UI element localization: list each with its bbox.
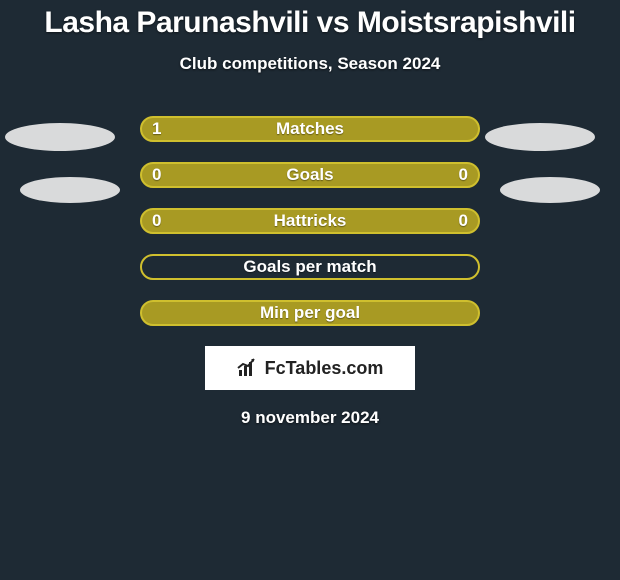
- stat-value-left: 0: [152, 211, 161, 231]
- stat-label: Min per goal: [142, 303, 478, 323]
- content-root: Lasha Parunashvili vs Moistsrapishvili C…: [0, 0, 620, 580]
- stat-label: Goals: [142, 165, 478, 185]
- stat-row-matches: 1 Matches: [0, 116, 620, 142]
- stat-value-left: 0: [152, 165, 161, 185]
- stat-row-goals-per-match: Goals per match: [0, 254, 620, 280]
- stat-label: Matches: [142, 119, 478, 139]
- stat-row-min-per-goal: Min per goal: [0, 300, 620, 326]
- stat-value-right: 0: [459, 211, 468, 231]
- stat-row-goals: 0 Goals 0: [0, 162, 620, 188]
- stat-label: Hattricks: [142, 211, 478, 231]
- page-title: Lasha Parunashvili vs Moistsrapishvili: [44, 6, 575, 40]
- stat-pill: 0 Goals 0: [140, 162, 480, 188]
- stat-pill: 0 Hattricks 0: [140, 208, 480, 234]
- stat-value-left: 1: [152, 119, 161, 139]
- page-subtitle: Club competitions, Season 2024: [180, 54, 441, 74]
- logo-box: FcTables.com: [205, 346, 415, 390]
- logo-text: FcTables.com: [265, 358, 384, 379]
- stat-rows: 1 Matches 0 Goals 0 0 Hattricks 0 Goals …: [0, 116, 620, 326]
- stat-row-hattricks: 0 Hattricks 0: [0, 208, 620, 234]
- logo-chart-icon: [237, 358, 259, 378]
- date-text: 9 november 2024: [241, 408, 379, 428]
- stat-pill: 1 Matches: [140, 116, 480, 142]
- stat-pill: Goals per match: [140, 254, 480, 280]
- stat-pill: Min per goal: [140, 300, 480, 326]
- stat-label: Goals per match: [142, 257, 478, 277]
- stat-value-right: 0: [459, 165, 468, 185]
